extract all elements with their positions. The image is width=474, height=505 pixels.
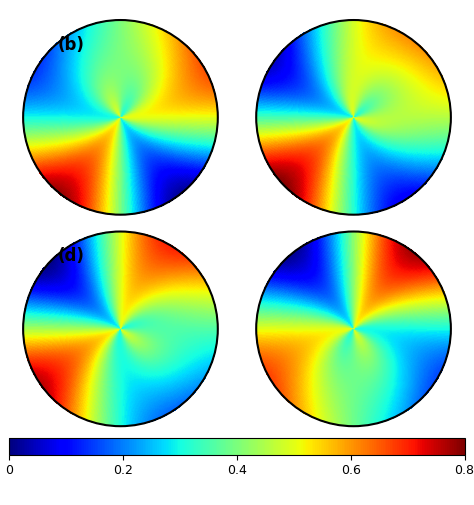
Text: (b): (b) [57,35,84,54]
Text: (d): (d) [57,247,84,265]
